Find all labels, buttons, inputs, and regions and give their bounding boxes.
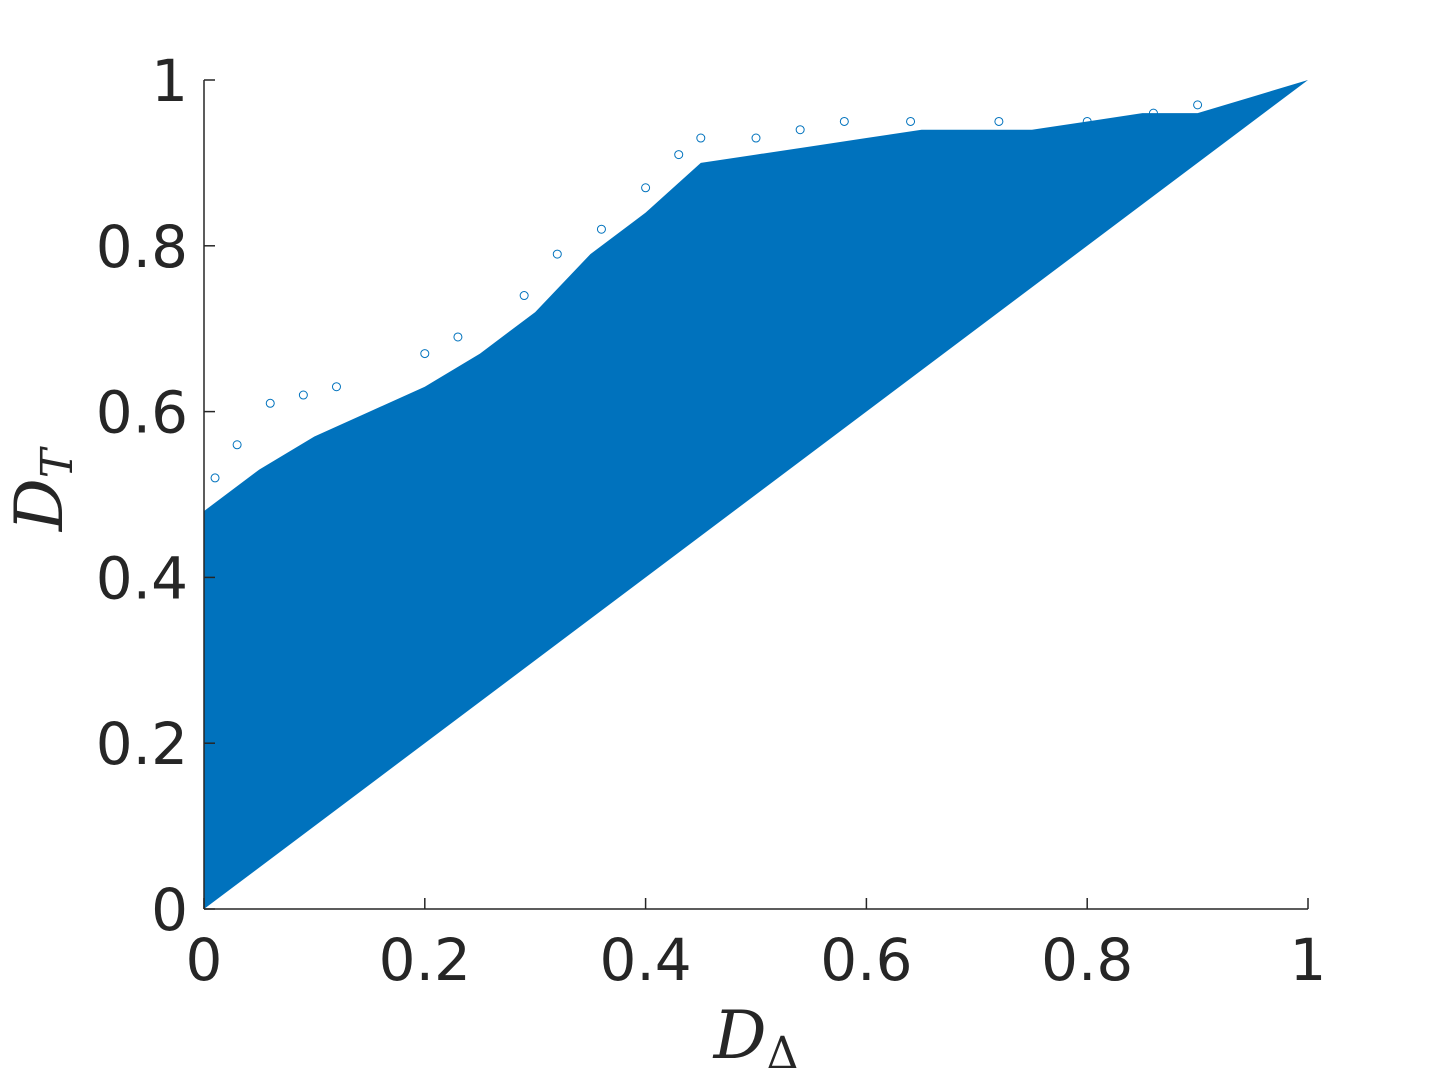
x-axis-label-main: D — [713, 997, 767, 1074]
x-tick-label: 0 — [186, 926, 223, 994]
scatter-point — [210, 473, 220, 483]
scatter-point — [994, 116, 1004, 126]
y-tick-label: 0 — [151, 876, 188, 944]
scatter-point — [1193, 100, 1203, 110]
scatter-point — [265, 398, 275, 408]
axes — [203, 80, 1308, 910]
scatter-points — [210, 100, 1247, 483]
scatter-point — [906, 116, 916, 126]
x-tick-label: 0.8 — [1041, 926, 1133, 994]
y-tick-label: 0.6 — [96, 379, 188, 447]
x-ticks: 0 0.2 0.4 0.6 0.8 1 — [186, 898, 1327, 994]
scatter-point — [839, 116, 849, 126]
scatter-point — [519, 291, 529, 301]
scatter-point — [596, 224, 606, 234]
x-axis-label-sub: Δ — [767, 1028, 799, 1079]
point-cloud — [204, 80, 1308, 909]
y-tick-label: 0.2 — [96, 710, 188, 778]
scatter-point — [751, 133, 761, 143]
scatter-point — [298, 390, 308, 400]
x-tick-label: 0.4 — [599, 926, 691, 994]
y-tick-label: 0.4 — [96, 544, 188, 612]
scatter-point — [420, 349, 430, 359]
y-tick-label: 1 — [151, 47, 188, 115]
scatter-point — [1082, 116, 1092, 126]
y-axis-label: DT — [1, 445, 83, 532]
scatter-point — [1148, 108, 1158, 118]
point-cloud-region — [204, 80, 1308, 909]
scatter-point — [453, 332, 463, 342]
x-axis-label: DΔ — [713, 997, 799, 1079]
scatter-point — [696, 133, 706, 143]
x-tick-label: 1 — [1290, 926, 1327, 994]
scatter-point — [1237, 100, 1247, 110]
scatter-point — [795, 125, 805, 135]
x-tick-label: 0.6 — [820, 926, 912, 994]
x-tick-label: 0.2 — [379, 926, 471, 994]
scatter-point — [552, 249, 562, 259]
scatter-point — [674, 150, 684, 160]
y-ticks: 0 0.2 0.4 0.6 0.8 1 — [96, 47, 215, 944]
scatter-point — [331, 382, 341, 392]
scatter-point — [641, 183, 651, 193]
y-axis-label-main: D — [1, 478, 78, 532]
y-axis-label-sub: T — [32, 445, 83, 478]
y-tick-label: 0.8 — [96, 213, 188, 281]
scatter-point — [232, 440, 242, 450]
